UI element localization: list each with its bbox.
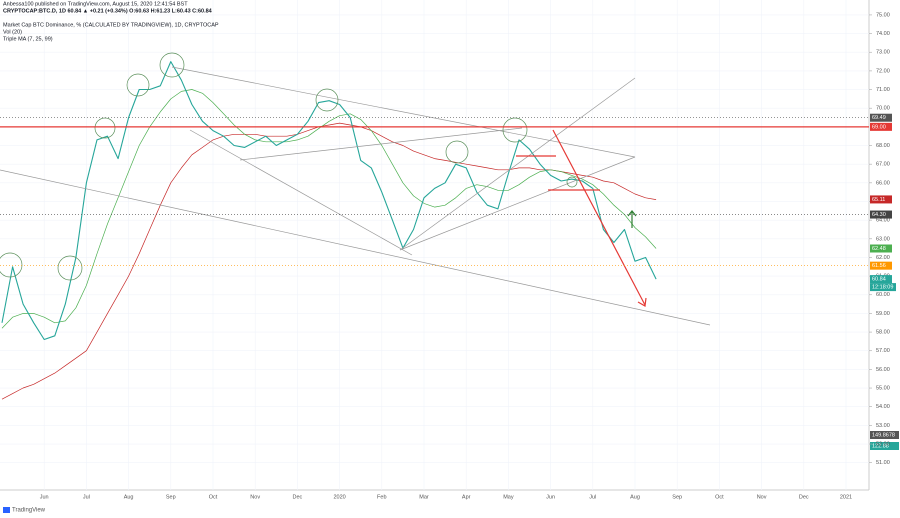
- y-tick-label: 52.00: [876, 441, 890, 447]
- x-tick-label: Jul: [83, 494, 90, 500]
- y-tick-label: 71.00: [876, 87, 890, 93]
- trend-line: [189, 129, 413, 256]
- x-tick-label: Nov: [250, 494, 260, 500]
- y-tick-label: 53.00: [876, 423, 890, 429]
- price-label: 61.56: [872, 263, 886, 269]
- x-tick-label: Jun: [40, 494, 49, 500]
- circle: [566, 176, 578, 188]
- countdown: 12:18:09: [872, 285, 893, 291]
- y-tick-label: 59.00: [876, 311, 890, 317]
- x-tick-label: May: [503, 494, 514, 500]
- x-tick-label: Sep: [672, 494, 682, 500]
- price-label: 65.11: [872, 197, 885, 203]
- circle: [0, 252, 23, 278]
- series-line: [1, 122, 657, 400]
- y-tick-label: 67.00: [876, 162, 890, 168]
- x-tick-label: Apr: [462, 494, 471, 500]
- price-label: 60.84: [872, 277, 886, 283]
- x-tick-label: Feb: [377, 494, 386, 500]
- y-tick-label: 63.00: [876, 236, 890, 242]
- y-tick-label: 60.00: [876, 292, 890, 298]
- x-tick-label: Aug: [630, 494, 640, 500]
- price-label-box: [870, 210, 892, 219]
- price-label-box: [870, 244, 892, 253]
- y-tick-label: 64.00: [876, 218, 890, 224]
- volume-label: 122.88: [872, 443, 889, 449]
- x-tick-label: Sep: [166, 494, 176, 500]
- price-label: 64.30: [872, 212, 886, 218]
- symbol-line: CRYPTOCAP:BTC.D, 1D 60.84 ▲ +0.21 (+0.34…: [3, 8, 213, 14]
- trend-line: [239, 127, 523, 161]
- circle: [126, 73, 150, 97]
- trend-line: [399, 156, 636, 251]
- y-tick-label: 68.00: [876, 143, 890, 149]
- trend-line: [0, 169, 711, 326]
- y-tick-label: 72.00: [876, 68, 890, 74]
- red-arrow: [552, 129, 646, 306]
- logo: [3, 507, 10, 513]
- price-label-box: [870, 275, 892, 284]
- y-tick-label: 62.00: [876, 255, 890, 261]
- x-tick-label: Oct: [715, 494, 724, 500]
- y-tick-label: 56.00: [876, 367, 890, 373]
- price-label-box: [870, 261, 892, 270]
- y-tick-label: 75.00: [876, 12, 890, 18]
- x-tick-label: Dec: [799, 494, 809, 500]
- footer: TradingView: [12, 508, 46, 514]
- y-tick-label: 54.00: [876, 404, 890, 410]
- x-tick-label: Jul: [589, 494, 596, 500]
- plot: [0, 0, 869, 490]
- x-tick-label: Jun: [546, 494, 555, 500]
- price-label: 62.48: [872, 246, 886, 252]
- publisher: Anbessa100 published on TradingView.com,…: [3, 1, 188, 7]
- volume-label-box: [870, 431, 899, 439]
- price-label-box: [870, 195, 892, 204]
- arrow-head: [627, 210, 637, 217]
- x-tick-label: 2020: [333, 494, 345, 500]
- series-line: [1, 61, 657, 341]
- price-label: 69.00: [872, 124, 886, 130]
- y-tick-label: 66.00: [876, 180, 890, 186]
- x-tick-label: Nov: [757, 494, 767, 500]
- y-tick-label: 74.00: [876, 31, 890, 37]
- trend-line: [171, 66, 636, 158]
- indicator: Vol (20): [3, 29, 22, 35]
- x-tick-label: Aug: [124, 494, 134, 500]
- y-tick-label: 58.00: [876, 330, 890, 336]
- x-tick-label: Mar: [419, 494, 429, 500]
- volume-label-box: [870, 442, 899, 450]
- circle: [445, 140, 469, 164]
- drawings: [0, 52, 711, 326]
- circle: [502, 117, 528, 143]
- y-tick-label: 57.00: [876, 348, 890, 354]
- y-tick-label: 51.00: [876, 460, 890, 466]
- circle: [57, 255, 83, 281]
- price-label-box: [870, 113, 892, 122]
- price-label: 69.49: [872, 115, 886, 121]
- circle: [315, 88, 339, 112]
- y-tick-label: 55.00: [876, 386, 890, 392]
- y-tick-label: 70.00: [876, 106, 890, 112]
- chart-title: Market Cap BTC Dominance, % (CALCULATED …: [3, 22, 219, 28]
- circle: [159, 52, 185, 78]
- countdown-box: [870, 283, 896, 292]
- x-tick-label: Oct: [209, 494, 218, 500]
- volume-label: 149.8678: [872, 432, 895, 438]
- trend-line: [399, 77, 636, 251]
- indicator: Triple MA (7, 25, 99): [3, 36, 53, 42]
- x-tick-label: 2021: [840, 494, 852, 500]
- price-label-box: [870, 122, 892, 131]
- x-tick-label: Dec: [293, 494, 303, 500]
- series-line: [1, 89, 657, 329]
- arrow-head: [637, 297, 647, 307]
- y-tick-label: 73.00: [876, 50, 890, 56]
